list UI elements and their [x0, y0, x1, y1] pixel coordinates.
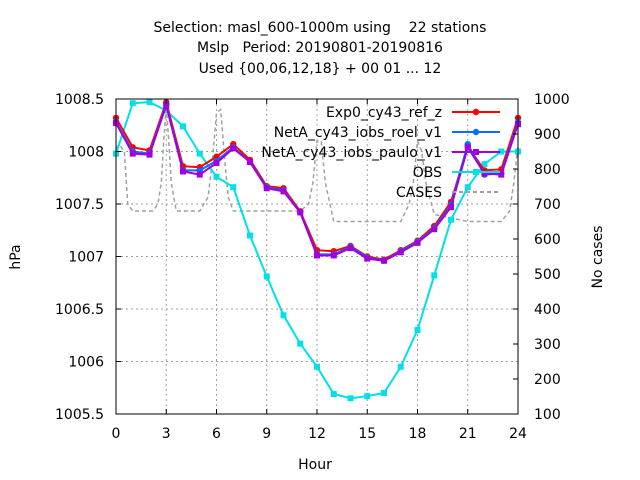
- y-tick-label: 1007: [68, 250, 104, 266]
- legend-marker: [473, 169, 479, 175]
- data-point: [213, 160, 220, 167]
- x-tick-label: 15: [358, 426, 376, 442]
- x-tick-label: 3: [162, 426, 171, 442]
- data-point: [498, 148, 505, 155]
- data-point: [146, 99, 153, 106]
- data-point: [163, 102, 170, 109]
- data-point: [397, 249, 404, 256]
- data-point: [330, 391, 337, 398]
- legend-marker: [472, 128, 480, 136]
- y2-tick-label: 300: [534, 337, 561, 353]
- chart-title-line-1: Selection: masl_600-1000m using 22 stati…: [153, 20, 487, 36]
- x-tick-label: 9: [262, 426, 271, 442]
- data-point: [347, 245, 354, 252]
- x-tick-label: 24: [509, 426, 527, 442]
- data-point: [381, 257, 387, 264]
- x-tick-label: 6: [212, 426, 221, 442]
- legend-label: NetA_cy43_iobs_paulo_v1: [261, 145, 442, 161]
- chart-title-line-2: Mslp Period: 20190801-20190816: [197, 40, 443, 56]
- y-tick-label: 1005.5: [55, 407, 104, 423]
- data-point: [314, 363, 320, 370]
- data-point: [263, 273, 270, 280]
- data-point: [196, 171, 203, 178]
- cases-layer: [115, 105, 519, 223]
- data-point: [263, 185, 270, 192]
- x-axis-label: Hour: [298, 457, 332, 473]
- data-point: [448, 216, 454, 223]
- data-point: [180, 123, 186, 130]
- data-point: [414, 239, 421, 246]
- legend-label: Exp0_cy43_ref_z: [326, 105, 442, 121]
- y2-axis-label: No cases: [590, 226, 606, 289]
- y-axis-label: hPa: [8, 244, 24, 269]
- data-point: [330, 252, 337, 259]
- legend-label: CASES: [396, 185, 442, 201]
- data-point: [247, 159, 253, 165]
- legend-label: OBS: [413, 165, 442, 181]
- data-point: [381, 390, 387, 396]
- data-point: [464, 144, 471, 151]
- data-point: [196, 150, 203, 157]
- y2-tick-label: 800: [534, 162, 561, 178]
- data-point: [213, 173, 220, 180]
- legend-label: NetA_cy43_iobs_roel_v1: [274, 125, 442, 141]
- data-point: [364, 255, 371, 262]
- data-point: [146, 151, 153, 158]
- x-tick-label: 21: [459, 426, 477, 442]
- data-point: [397, 363, 404, 370]
- data-point: [297, 340, 304, 347]
- series-neta-cy43-iobs-paulo-v1: [113, 101, 521, 264]
- cases-line: [115, 105, 519, 223]
- data-point: [314, 252, 320, 259]
- data-point: [230, 145, 237, 152]
- y2-tick-label: 400: [534, 302, 561, 318]
- axis-ticks: 0 3 6 9 12 15 18 21 24 1005.5 1006 1006.5 1007 1007.5…: [55, 92, 570, 442]
- data-point: [163, 107, 170, 114]
- data-point: [280, 188, 287, 195]
- y-tick-label: 1006: [68, 355, 104, 371]
- data-point: [481, 170, 488, 177]
- data-point: [364, 393, 371, 400]
- data-point: [180, 168, 186, 175]
- x-tick-label: 0: [112, 426, 121, 442]
- y2-tick-label: 1000: [534, 92, 570, 108]
- y-tick-label: 1008: [68, 145, 104, 161]
- y2-tick-label: 100: [534, 407, 561, 423]
- data-point: [448, 204, 454, 211]
- y2-tick-label: 200: [534, 372, 561, 388]
- y-tick-label: 1006.5: [55, 302, 104, 318]
- data-point: [347, 395, 354, 402]
- data-point: [297, 209, 304, 216]
- y2-tick-label: 500: [534, 267, 561, 283]
- legend-marker: [472, 108, 480, 116]
- data-point: [247, 232, 253, 239]
- y-tick-label: 1008.5: [55, 92, 104, 108]
- y2-tick-label: 600: [534, 232, 561, 248]
- data-point: [431, 272, 438, 279]
- data-point: [481, 161, 488, 168]
- y2-tick-label: 900: [534, 127, 561, 143]
- data-point: [129, 100, 136, 107]
- data-point: [431, 226, 438, 233]
- data-point: [280, 312, 287, 319]
- data-point: [230, 184, 237, 191]
- data-point: [414, 327, 421, 333]
- data-point: [498, 171, 505, 178]
- x-tick-label: 12: [308, 426, 326, 442]
- legend: Exp0_cy43_ref_z NetA_cy43_iobs_roel_v1 Net…: [261, 105, 500, 201]
- chart-title-line-3: Used {00,06,12,18} + 00 01 ... 12: [198, 61, 442, 77]
- data-point: [129, 150, 136, 157]
- x-tick-label: 18: [409, 426, 427, 442]
- data-point: [464, 184, 471, 191]
- y-tick-label: 1007.5: [55, 197, 104, 213]
- legend-marker: [473, 149, 479, 155]
- y2-tick-label: 700: [534, 197, 561, 213]
